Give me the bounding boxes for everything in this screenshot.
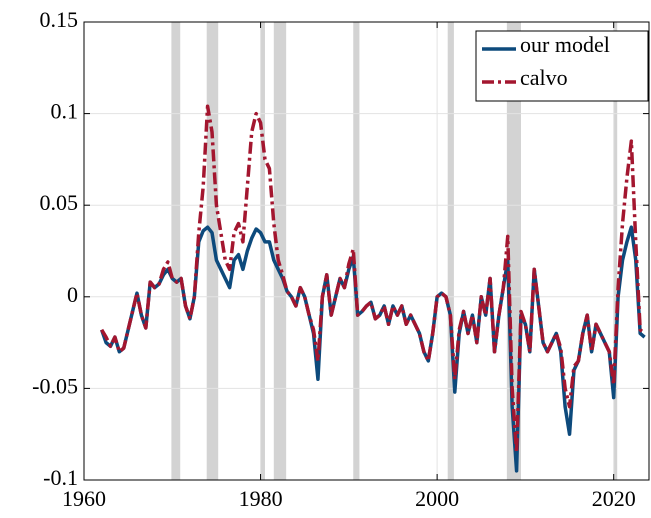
recession-band xyxy=(260,22,265,480)
recession-band xyxy=(171,22,181,480)
x-tick-label: 1980 xyxy=(239,486,283,511)
recession-band xyxy=(447,22,454,480)
recession-band xyxy=(353,22,360,480)
legend-label: calvo xyxy=(520,65,568,90)
y-tick-label: -0.1 xyxy=(43,465,78,490)
legend-box xyxy=(475,30,649,102)
lines xyxy=(100,104,646,473)
legend: our model calvo xyxy=(475,30,649,102)
y-tick-label: 0.15 xyxy=(40,7,79,32)
y-tick-label: 0.05 xyxy=(40,190,79,215)
x-tick-label: 1960 xyxy=(62,486,106,511)
series-line xyxy=(100,104,646,455)
recession-band xyxy=(613,22,618,480)
legend-label: our model xyxy=(520,32,610,57)
y-tick-label: 0.1 xyxy=(51,99,79,124)
y-tick-label: -0.05 xyxy=(32,373,78,398)
recession-band xyxy=(273,22,287,480)
recession-band xyxy=(206,22,219,480)
x-tick-label: 2000 xyxy=(415,486,459,511)
x-tick-label: 2020 xyxy=(592,486,636,511)
axes: -0.1 -0.05 0 0.05 0.1 0.15 1960 1980 2000 2020 xyxy=(32,7,650,511)
y-tick-label: 0 xyxy=(67,282,78,307)
plot-frame xyxy=(83,21,650,481)
series-line xyxy=(100,225,646,473)
